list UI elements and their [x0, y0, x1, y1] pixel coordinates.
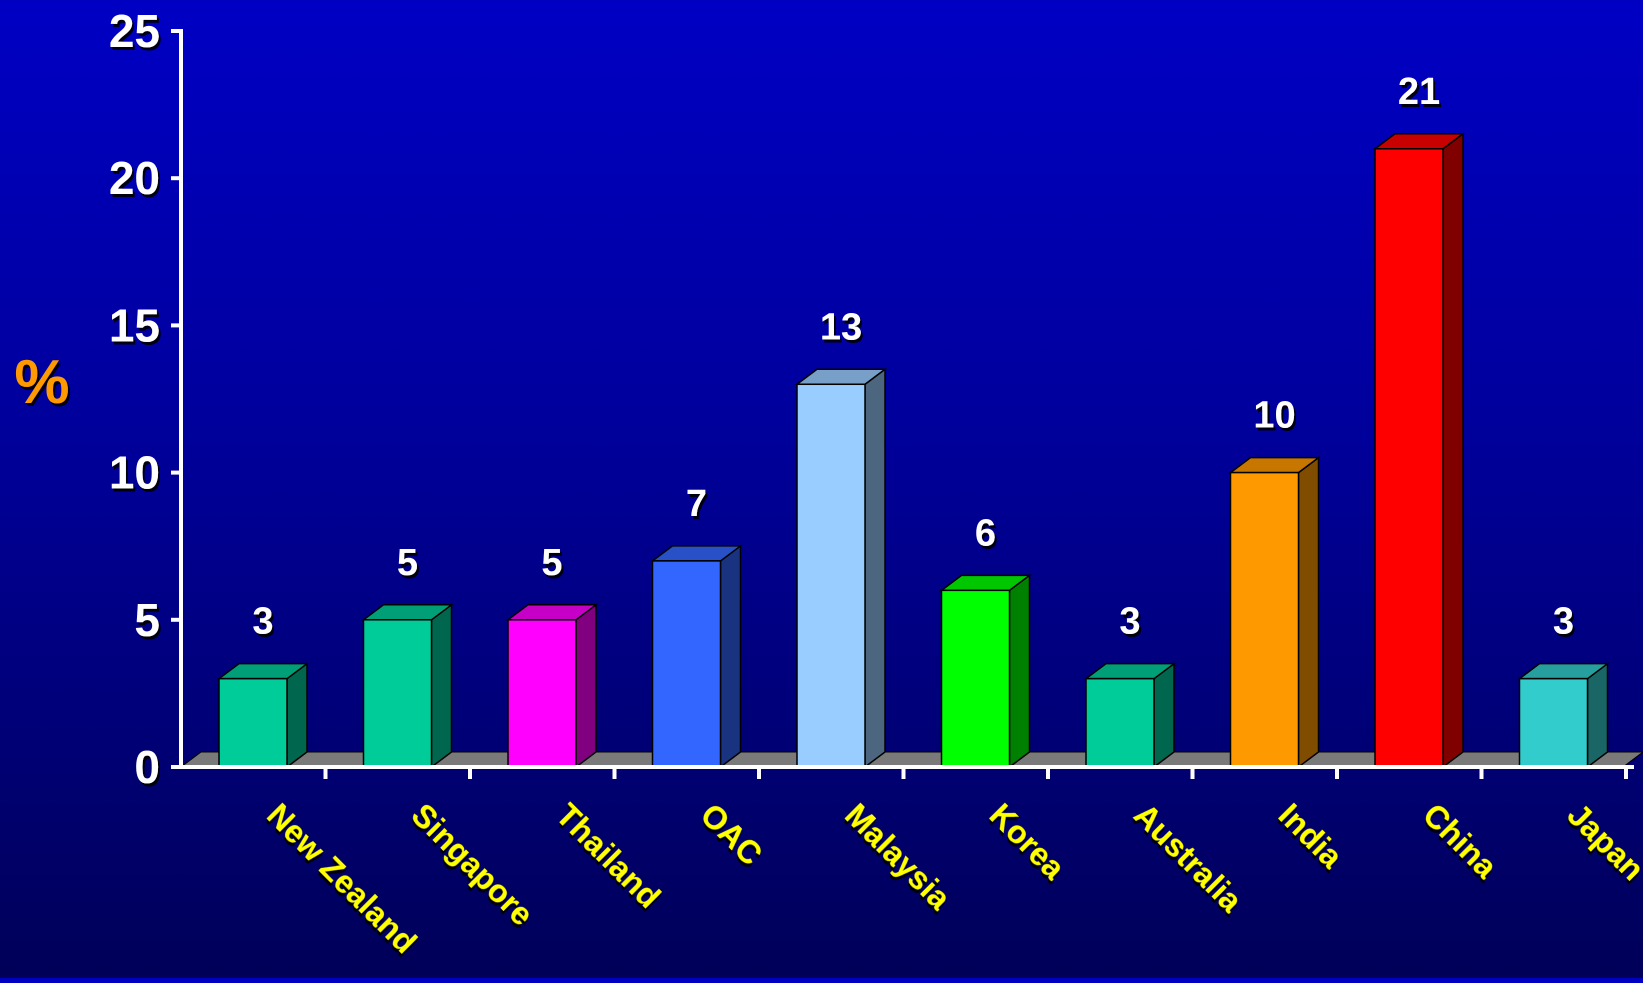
bar-side-face: [1153, 662, 1175, 769]
bar-thailand: [505, 603, 599, 769]
bar-value-label: 6: [975, 512, 996, 554]
bar-japan: [1517, 662, 1610, 769]
x-tick-label: Australia: [1127, 796, 1249, 918]
bar-china: [1372, 132, 1466, 769]
bar-front-face: [362, 619, 433, 768]
x-tick-label: Malaysia: [838, 796, 958, 916]
bar-australia: [1083, 662, 1177, 769]
x-tick-label: China: [1416, 796, 1504, 884]
bar-singapore: [361, 603, 454, 769]
x-tick-label: India: [1272, 796, 1350, 874]
y-tick-label: 10: [109, 447, 160, 499]
bar-front-face: [507, 619, 577, 768]
bar-side-face: [286, 662, 308, 769]
y-tick-label: 20: [109, 152, 160, 204]
axes-group: [171, 29, 1634, 779]
bar-side-face: [1297, 456, 1320, 769]
x-tick-label: Japan: [1561, 796, 1643, 887]
bar-front-face: [940, 589, 1011, 768]
bar-side-face: [430, 603, 453, 769]
x-tick-label: Korea: [983, 796, 1073, 886]
bar-side-face: [719, 544, 742, 769]
bar-side-face: [1442, 132, 1464, 769]
bar-front-face: [1518, 677, 1589, 768]
bar-value-label: 7: [686, 483, 707, 525]
x-tick-label: Singapore: [405, 796, 541, 932]
bar-side-face: [864, 367, 886, 769]
y-tick-label: 15: [109, 299, 160, 351]
bar-value-label: 5: [397, 542, 418, 584]
bar-front-face: [1085, 677, 1155, 768]
bar-front-face: [651, 560, 722, 768]
bar-value-label: 13: [820, 306, 862, 348]
bar-india: [1228, 456, 1321, 769]
y-tick-label: 25: [109, 5, 160, 57]
x-tick-label: New Zealand: [260, 796, 424, 960]
y-tick-label: 5: [134, 594, 160, 646]
bar-side-face: [1008, 573, 1031, 769]
bar-side-face: [1586, 662, 1609, 769]
bars-group: [216, 132, 1610, 769]
x-tick-label: OAC: [694, 796, 770, 872]
bar-value-label: 10: [1253, 395, 1295, 437]
bar-side-face: [575, 603, 597, 769]
bar-value-label: 3: [1553, 601, 1574, 643]
bar-new-zealand: [216, 662, 310, 769]
x-tick-label: Thailand: [549, 796, 667, 914]
bar-front-face: [218, 677, 288, 768]
bar-value-label: 3: [1119, 601, 1140, 643]
bar-front-face: [1374, 148, 1444, 768]
y-tick-label: 0: [134, 741, 160, 793]
bar-korea: [939, 573, 1032, 769]
bar-value-label: 5: [541, 542, 562, 584]
y-axis-label: %: [14, 348, 69, 417]
bar-malaysia: [794, 367, 888, 769]
bar-oac: [650, 544, 743, 769]
bar-front-face: [1229, 471, 1300, 768]
bar-value-label: 21: [1398, 71, 1440, 113]
bar-front-face: [796, 383, 866, 768]
bar-value-label: 3: [252, 601, 273, 643]
